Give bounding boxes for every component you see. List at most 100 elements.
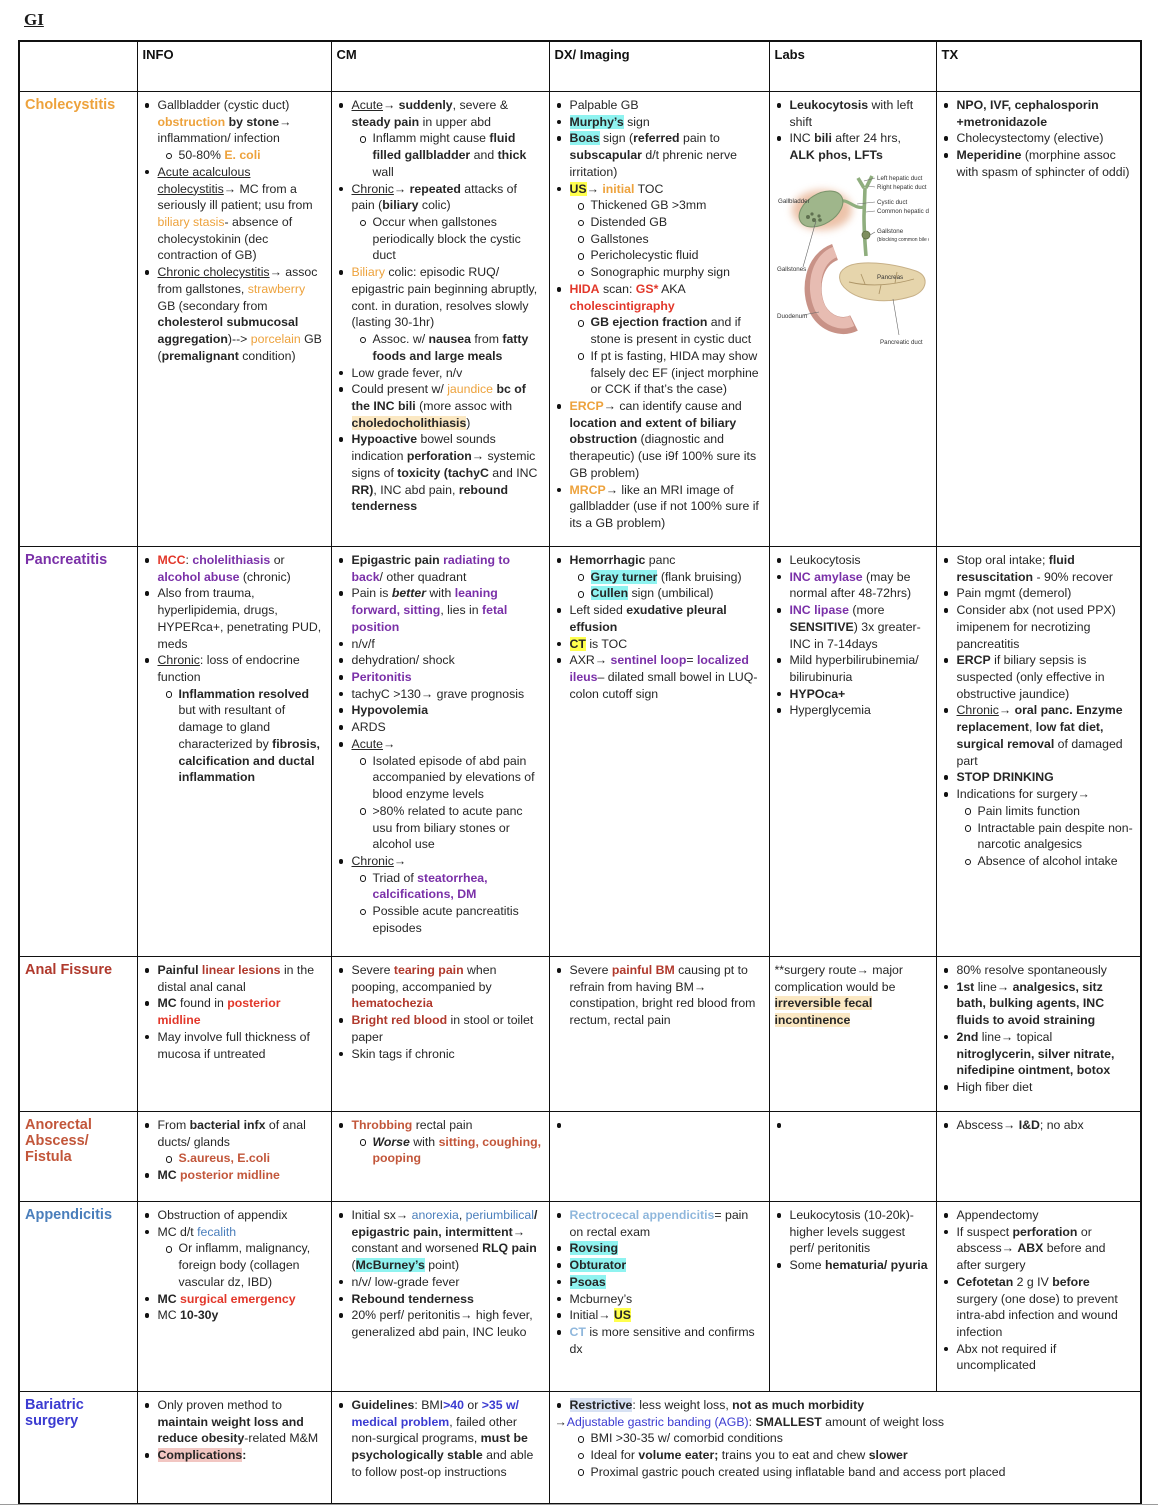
bullet-item: Acute→ — [337, 736, 542, 753]
text-segment: 80% resolve spontaneously — [956, 963, 1107, 977]
circle-bullet-icon — [576, 1430, 591, 1443]
bullet-item: NPO, IVF, cephalosporin +metronidazole — [942, 97, 1134, 130]
circle-bullet-icon — [358, 803, 373, 815]
dot-bullet-icon — [337, 264, 352, 275]
bullet-item: Pain is better with leaning forward, sit… — [337, 585, 542, 635]
circle-bullet-icon — [963, 853, 978, 866]
bullet-item: Chronic: loss of endocrine function — [143, 652, 324, 685]
text-segment: amount of weight loss — [821, 1414, 945, 1429]
cell-content: 80% resolve spontaneously 1st line→ analg… — [942, 962, 1134, 1107]
text-segment: : — [242, 1448, 247, 1463]
dot-bullet-icon — [555, 97, 570, 108]
text-segment: Assoc. w/ — [372, 332, 429, 347]
bullet-item: Ideal for volume eater; trains you to ea… — [576, 1447, 1134, 1464]
dot-bullet-icon — [337, 1397, 352, 1408]
text-segment: when pooping, accompanied by — [351, 963, 497, 994]
dot-bullet-icon — [942, 1029, 957, 1040]
text-segment: Mcburney’s — [569, 1291, 633, 1306]
dot-bullet-icon — [555, 552, 570, 563]
text-segment: Worse — [372, 1134, 410, 1149]
item-text: 50-80% E. coli — [179, 147, 324, 164]
item-text: Rectrocecal appendicitis= pain on rectal… — [570, 1207, 762, 1240]
circle-bullet-icon — [576, 197, 591, 210]
text-segment: jaundice — [447, 382, 494, 397]
cell-content: Gallbladder (cystic duct) obstruction by… — [143, 97, 324, 542]
dot-bullet-icon — [337, 719, 352, 730]
text-segment: fecalith — [197, 1224, 237, 1239]
cell-info: Only proven method to maintain weight lo… — [136, 1391, 332, 1505]
bullet-item: Hemorrhagic panc — [555, 552, 762, 569]
dot-bullet-icon — [337, 365, 352, 376]
text-segment: after 24 hrs, — [831, 131, 901, 146]
text-segment: (may be normal after 48-72hrs) — [789, 569, 912, 601]
dot-bullet-icon — [942, 1341, 957, 1352]
text-segment: hematuria/ pyuria — [825, 1258, 928, 1273]
item-text: Obturator — [569, 1257, 762, 1274]
bullet-item: Hypovolemia — [337, 702, 542, 719]
text-segment: Hypovolemia — [351, 703, 429, 718]
text-segment: Occur when gallstones periodically block… — [372, 215, 521, 263]
row-label: Bariatric surgery — [18, 1391, 138, 1505]
anatomy-label: Gallbladder — [778, 198, 810, 205]
text-segment: Rovsing — [569, 1241, 619, 1256]
text-segment: is more sensitive and confirms dx — [569, 1325, 755, 1356]
text-segment: ; no abx — [1039, 1118, 1084, 1132]
text-segment: Complications — [157, 1448, 243, 1463]
text-segment: linear lesions — [201, 963, 281, 977]
bullet-item: MRCP→ like an MRI image of gallbladder (… — [555, 482, 762, 532]
text-segment: tearing pain — [393, 963, 464, 977]
dot-bullet-icon — [942, 1207, 957, 1218]
text-segment: cholelithiasis — [192, 553, 271, 567]
text-segment: fatty foods and large meals — [372, 332, 529, 363]
bullet-item: Chronic→ oral panc. Enzyme replacement, … — [942, 702, 1134, 769]
text-segment: 2 g IV — [1013, 1274, 1053, 1289]
text-segment: surgery (one dose) to prevent intra-abd … — [956, 1291, 1118, 1340]
dot-bullet-icon — [555, 636, 570, 647]
item-text: Also from trauma, hyperlipidemia, drugs,… — [158, 585, 324, 652]
item-text: CT is TOC — [569, 636, 762, 653]
text-segment: Stop oral intake; — [956, 553, 1049, 567]
item-text: MC posterior midline — [158, 1167, 324, 1184]
cell-labs: Leukocytosis (10-20k)- higher levels sug… — [768, 1201, 937, 1392]
anatomy-label: Gallstone — [877, 228, 904, 235]
item-text: Hypoactive bowel sounds indication perfo… — [352, 431, 542, 515]
item-text: Some hematuria/ pyuria — [790, 1257, 929, 1274]
cell-dx-imaging: Restrictive: less weight loss, not as mu… — [548, 1391, 1142, 1505]
text-segment: → MC from a seriously ill patient; usu f… — [157, 181, 313, 213]
item-text: Indications for surgery→ — [957, 786, 1134, 803]
text-segment: radiating to back — [351, 553, 511, 584]
item-text: Murphy’s sign — [569, 114, 762, 131]
bullet-item: MC 10-30y — [143, 1307, 324, 1324]
bullet-item: Gray turner (flank bruising) — [576, 569, 762, 586]
dot-bullet-icon — [337, 1207, 352, 1218]
text-segment: n/v/f — [351, 636, 375, 651]
bullet-item: US→ initial TOC — [555, 181, 762, 198]
dot-bullet-icon — [337, 962, 352, 973]
text-segment: fibrosis, calcification and ductal infla… — [178, 736, 320, 785]
item-text: Restrictive: less weight loss, not as mu… — [569, 1397, 1134, 1414]
text-segment: posterior midline — [157, 996, 281, 1028]
header-row: INFO CM DX/ Imaging Labs TX — [18, 40, 1142, 92]
dot-bullet-icon — [337, 585, 352, 597]
item-text: Assoc. w/ nausea from fatty foods and la… — [373, 331, 542, 364]
item-text: INC bili after 24 hrs, ALK phos, LFTs — [790, 130, 929, 163]
text-segment: GB ejection fraction — [590, 315, 708, 330]
cell-content: **surgery route→ major complication woul… — [774, 962, 929, 1107]
text-segment: found in — [176, 996, 228, 1011]
circle-bullet-icon — [576, 264, 591, 277]
bullet-item: →Adjustable gastric banding (AGB): SMALL… — [555, 1414, 1134, 1431]
cell-dx-imaging: Rectrocecal appendicitis= pain on rectal… — [548, 1201, 770, 1392]
bullet-item: Initial→ US — [555, 1307, 762, 1324]
bullet-item: Worse with sitting, coughing, pooping — [358, 1134, 542, 1167]
item-text: Mcburney’s — [570, 1291, 762, 1308]
bullet-item: Severe tearing pain when pooping, accomp… — [337, 962, 542, 1012]
bullet-item: 1st line→ analgesics, sitz bath, bulking… — [942, 979, 1134, 1029]
bullet-item: Leukocytosis with left shift — [775, 97, 929, 130]
bullet-item: Painful linear lesions in the distal ana… — [143, 962, 324, 995]
dot-bullet-icon — [555, 1117, 570, 1128]
text-segment: Obstruction of appendix — [157, 1208, 288, 1222]
text-segment: Absence of alcohol intake — [977, 853, 1118, 868]
item-text: Boas sign (referred pain to subscapular … — [569, 130, 762, 180]
circle-bullet-icon — [963, 820, 978, 832]
text-segment: Consider abx (not used PPX) imipenem for… — [956, 603, 1116, 651]
